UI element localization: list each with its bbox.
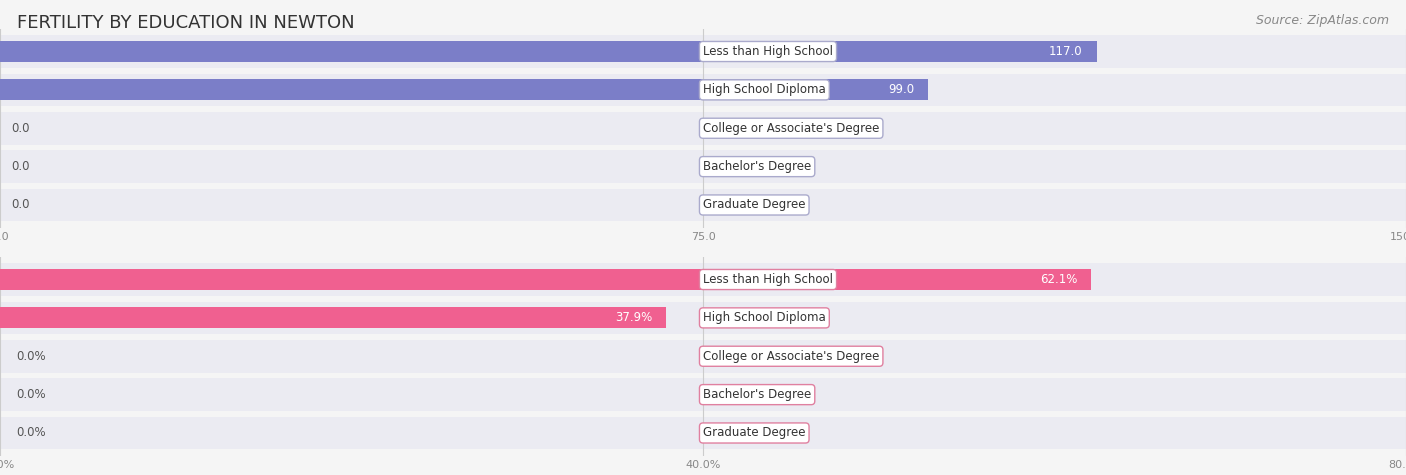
- Text: College or Associate's Degree: College or Associate's Degree: [703, 350, 879, 363]
- Text: 37.9%: 37.9%: [614, 312, 652, 324]
- Text: Graduate Degree: Graduate Degree: [703, 427, 806, 439]
- Text: FERTILITY BY EDUCATION IN NEWTON: FERTILITY BY EDUCATION IN NEWTON: [17, 14, 354, 32]
- Text: High School Diploma: High School Diploma: [703, 312, 825, 324]
- Bar: [0, 263, 1406, 296]
- Text: Source: ZipAtlas.com: Source: ZipAtlas.com: [1256, 14, 1389, 27]
- Bar: [0, 417, 1406, 449]
- Text: 0.0%: 0.0%: [15, 388, 45, 401]
- Text: 0.0%: 0.0%: [15, 427, 45, 439]
- Text: 0.0: 0.0: [11, 160, 30, 173]
- Bar: [0, 269, 1091, 290]
- Text: 62.1%: 62.1%: [1040, 273, 1077, 286]
- Text: Less than High School: Less than High School: [703, 273, 832, 286]
- Bar: [0, 112, 1406, 144]
- Text: High School Diploma: High School Diploma: [703, 84, 825, 96]
- Bar: [0, 74, 1406, 106]
- Bar: [0, 35, 1406, 68]
- Bar: [0, 378, 1406, 411]
- Text: 99.0: 99.0: [887, 84, 914, 96]
- Text: 0.0: 0.0: [11, 199, 30, 211]
- Bar: [0, 189, 1406, 221]
- Bar: [0, 150, 1406, 183]
- Text: Less than High School: Less than High School: [703, 45, 832, 58]
- Bar: [0, 307, 666, 328]
- Text: 0.0: 0.0: [11, 122, 30, 135]
- Text: 117.0: 117.0: [1049, 45, 1083, 58]
- Bar: [0, 79, 928, 100]
- Text: 0.0%: 0.0%: [15, 350, 45, 363]
- Text: Bachelor's Degree: Bachelor's Degree: [703, 160, 811, 173]
- Text: Bachelor's Degree: Bachelor's Degree: [703, 388, 811, 401]
- Bar: [0, 41, 1097, 62]
- Bar: [0, 302, 1406, 334]
- Text: College or Associate's Degree: College or Associate's Degree: [703, 122, 879, 135]
- Bar: [0, 340, 1406, 372]
- Text: Graduate Degree: Graduate Degree: [703, 199, 806, 211]
